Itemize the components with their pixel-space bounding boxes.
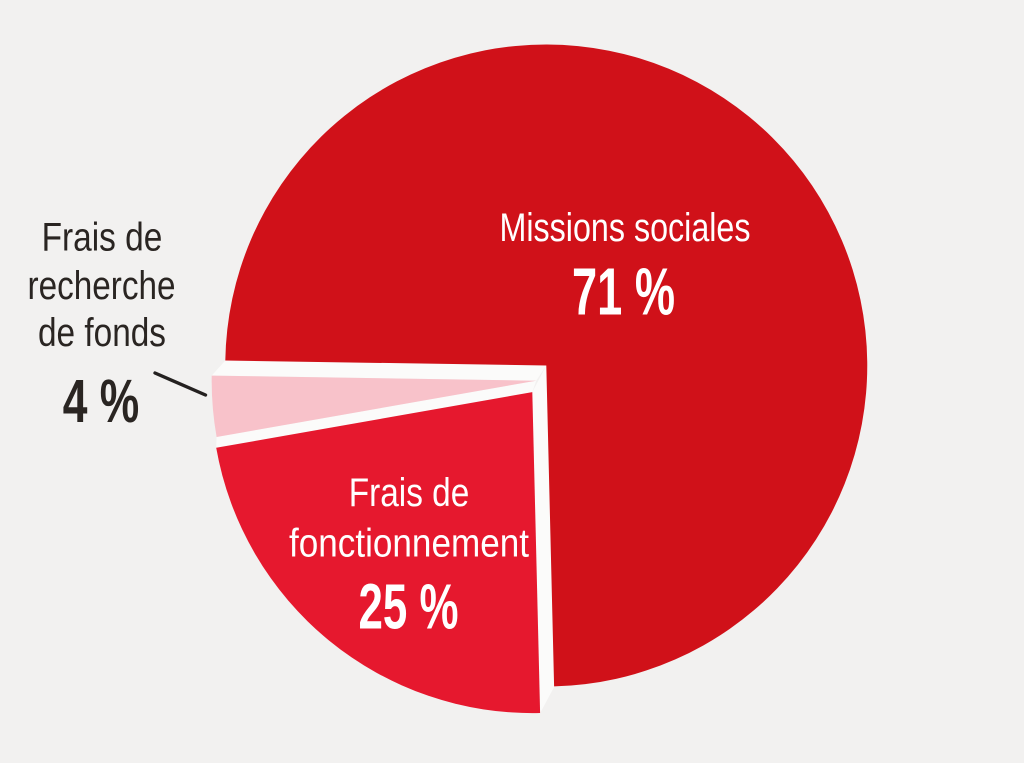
svg-text:4 %: 4 % (63, 367, 140, 435)
svg-text:fonctionnement: fonctionnement (289, 522, 529, 566)
svg-text:25 %: 25 % (359, 571, 459, 643)
svg-text:Frais de: Frais de (42, 215, 163, 259)
svg-text:Missions sociales: Missions sociales (500, 206, 751, 250)
svg-text:71 %: 71 % (572, 254, 675, 329)
svg-text:Frais de: Frais de (349, 471, 470, 515)
svg-text:de fonds: de fonds (38, 311, 166, 355)
svg-text:recherche: recherche (28, 264, 176, 308)
